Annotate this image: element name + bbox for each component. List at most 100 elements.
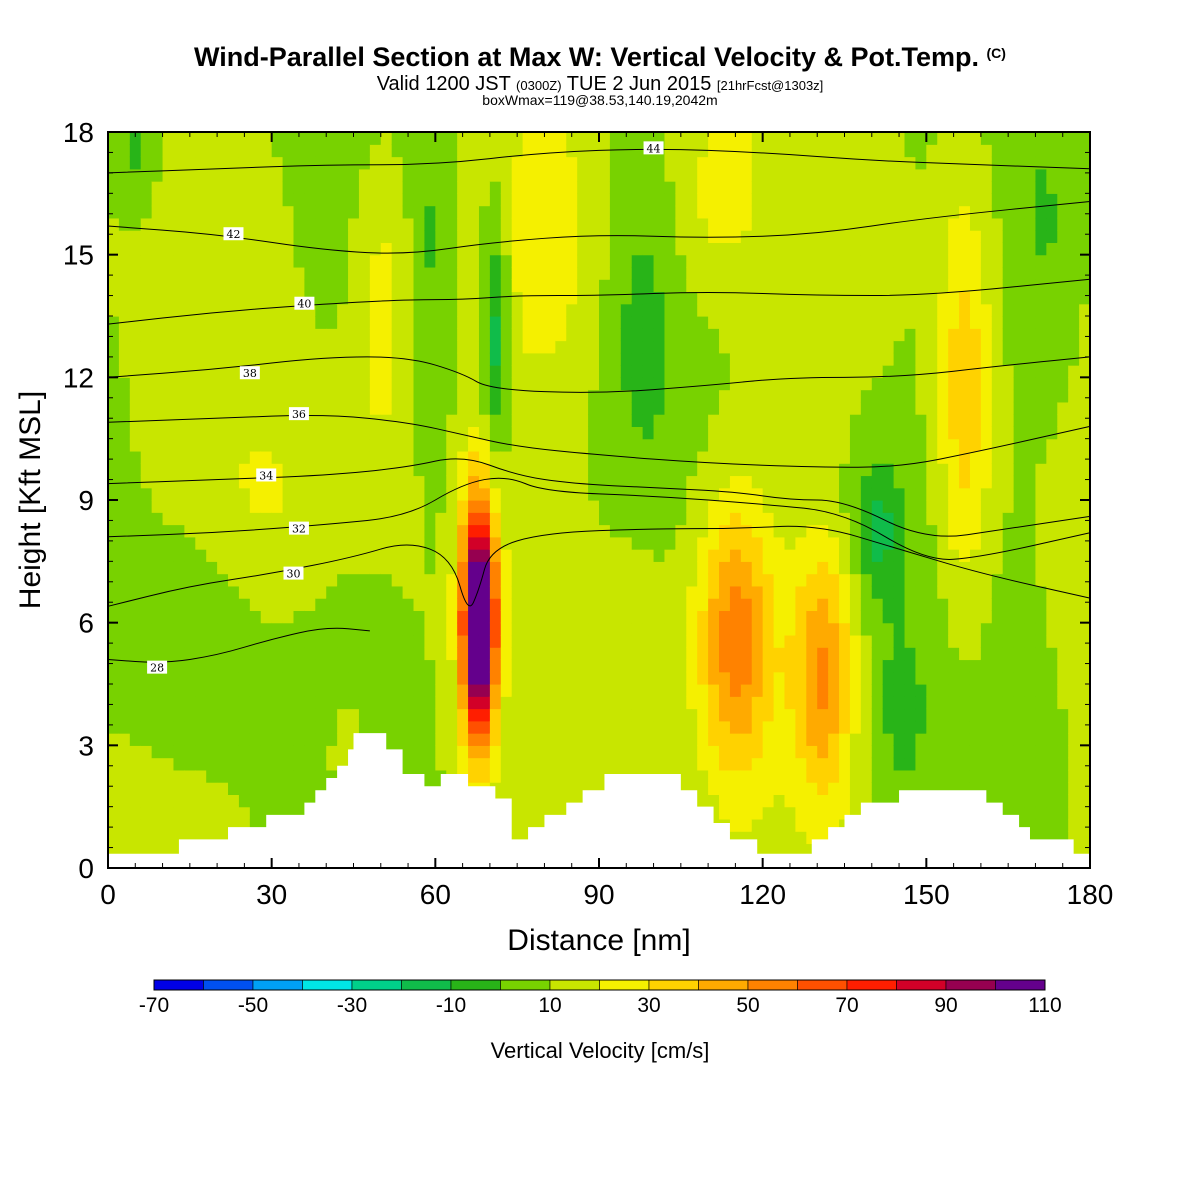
velocity-cell — [893, 414, 906, 427]
velocity-cell — [478, 475, 491, 489]
velocity-cell — [238, 144, 251, 158]
velocity-cell — [653, 266, 666, 280]
velocity-cell — [653, 487, 666, 501]
velocity-cell — [326, 401, 338, 415]
velocity-cell — [413, 622, 426, 636]
velocity-cell — [369, 401, 382, 415]
velocity-cell — [784, 708, 796, 722]
velocity-cell — [904, 573, 917, 587]
velocity-cell — [271, 156, 284, 170]
velocity-cell — [391, 414, 404, 427]
velocity-cell — [118, 769, 131, 783]
velocity-cell — [522, 536, 535, 550]
velocity-cell — [140, 622, 153, 636]
velocity-cell — [664, 426, 676, 440]
velocity-cell — [653, 500, 666, 513]
velocity-cell — [926, 610, 938, 624]
velocity-cell — [926, 684, 938, 697]
velocity-cell — [631, 377, 644, 391]
velocity-cell — [849, 328, 862, 342]
velocity-cell — [664, 487, 676, 501]
velocity-cell — [675, 291, 687, 305]
velocity-cell — [391, 217, 404, 231]
velocity-cell — [599, 671, 611, 685]
velocity-cell — [315, 205, 327, 219]
velocity-cell — [468, 549, 480, 562]
velocity-cell — [849, 242, 862, 256]
velocity-cell — [893, 622, 906, 636]
velocity-cell — [555, 634, 567, 648]
velocity-cell — [751, 659, 764, 673]
velocity-cell — [206, 389, 218, 403]
velocity-cell — [904, 303, 917, 317]
velocity-cell — [500, 561, 513, 575]
velocity-cell — [577, 561, 589, 575]
velocity-cell — [577, 585, 589, 599]
velocity-cell — [773, 426, 786, 440]
velocity-cell — [315, 144, 327, 158]
velocity-cell — [740, 181, 753, 194]
velocity-cell — [304, 659, 316, 673]
velocity-cell — [588, 266, 600, 280]
velocity-cell — [762, 279, 775, 293]
velocity-cell — [457, 377, 469, 391]
velocity-cell — [358, 684, 371, 697]
velocity-cell — [424, 745, 436, 759]
velocity-cell — [817, 156, 829, 170]
velocity-cell — [129, 401, 142, 415]
velocity-cell — [173, 291, 185, 305]
velocity-cell — [828, 279, 840, 293]
velocity-cell — [762, 696, 775, 710]
velocity-cell — [413, 634, 426, 648]
velocity-cell — [468, 610, 480, 624]
velocity-cell — [653, 168, 666, 182]
velocity-cell — [271, 181, 284, 194]
velocity-cell — [228, 352, 240, 366]
velocity-cell — [282, 414, 295, 427]
velocity-cell — [358, 242, 371, 256]
velocity-cell — [631, 193, 644, 207]
velocity-cell — [577, 316, 589, 329]
velocity-cell — [577, 733, 589, 746]
velocity-cell — [664, 512, 676, 526]
velocity-cell — [599, 500, 611, 513]
velocity-cell — [828, 647, 840, 661]
velocity-cell — [206, 475, 218, 489]
velocity-cell — [991, 316, 1004, 329]
velocity-cell — [664, 205, 676, 219]
velocity-cell — [784, 389, 796, 403]
velocity-cell — [860, 132, 873, 145]
velocity-cell — [533, 745, 546, 759]
velocity-cell — [751, 524, 764, 538]
velocity-cell — [773, 475, 786, 489]
velocity-cell — [402, 536, 415, 550]
velocity-cell — [555, 463, 567, 477]
velocity-cell — [184, 524, 196, 538]
velocity-cell — [566, 757, 578, 771]
velocity-cell — [882, 205, 895, 219]
box-wmax-line: boxWmax=119@38.53,140.19,2042m — [482, 92, 718, 108]
velocity-cell — [173, 573, 185, 587]
velocity-cell — [937, 782, 949, 795]
velocity-cell — [980, 242, 993, 256]
velocity-cell — [882, 352, 895, 366]
velocity-cell — [609, 414, 622, 427]
velocity-cell — [140, 745, 153, 759]
velocity-cell — [293, 340, 305, 354]
velocity-cell — [108, 156, 120, 170]
velocity-cell — [915, 696, 927, 710]
velocity-cell — [282, 291, 295, 305]
velocity-cell — [293, 585, 305, 599]
velocity-cell — [315, 181, 327, 194]
velocity-cell — [784, 156, 796, 170]
velocity-cell — [697, 794, 709, 808]
velocity-cell — [729, 757, 742, 771]
velocity-cell — [773, 279, 786, 293]
velocity-cell — [959, 168, 971, 182]
velocity-cell — [849, 132, 862, 145]
velocity-cell — [882, 536, 895, 550]
velocity-cell — [533, 377, 546, 391]
velocity-cell — [184, 463, 196, 477]
velocity-cell — [468, 438, 480, 452]
velocity-cell — [871, 487, 884, 501]
